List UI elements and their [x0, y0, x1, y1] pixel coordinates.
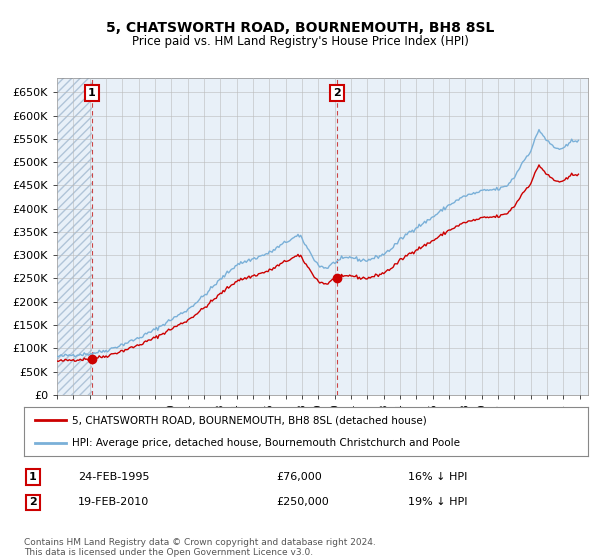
- Text: 5, CHATSWORTH ROAD, BOURNEMOUTH, BH8 8SL (detached house): 5, CHATSWORTH ROAD, BOURNEMOUTH, BH8 8SL…: [72, 416, 427, 426]
- Text: 2: 2: [333, 88, 341, 98]
- Bar: [57, 78, 92, 395]
- Text: 1: 1: [88, 88, 96, 98]
- Text: £250,000: £250,000: [276, 497, 329, 507]
- Text: 19-FEB-2010: 19-FEB-2010: [78, 497, 149, 507]
- Text: 19% ↓ HPI: 19% ↓ HPI: [408, 497, 467, 507]
- Text: 5, CHATSWORTH ROAD, BOURNEMOUTH, BH8 8SL: 5, CHATSWORTH ROAD, BOURNEMOUTH, BH8 8SL: [106, 21, 494, 35]
- Text: 2: 2: [29, 497, 37, 507]
- Text: 1: 1: [29, 472, 37, 482]
- Text: HPI: Average price, detached house, Bournemouth Christchurch and Poole: HPI: Average price, detached house, Bour…: [72, 438, 460, 448]
- Text: 24-FEB-1995: 24-FEB-1995: [78, 472, 149, 482]
- Text: £76,000: £76,000: [276, 472, 322, 482]
- Text: Price paid vs. HM Land Registry's House Price Index (HPI): Price paid vs. HM Land Registry's House …: [131, 35, 469, 48]
- Text: 16% ↓ HPI: 16% ↓ HPI: [408, 472, 467, 482]
- Text: Contains HM Land Registry data © Crown copyright and database right 2024.
This d: Contains HM Land Registry data © Crown c…: [24, 538, 376, 557]
